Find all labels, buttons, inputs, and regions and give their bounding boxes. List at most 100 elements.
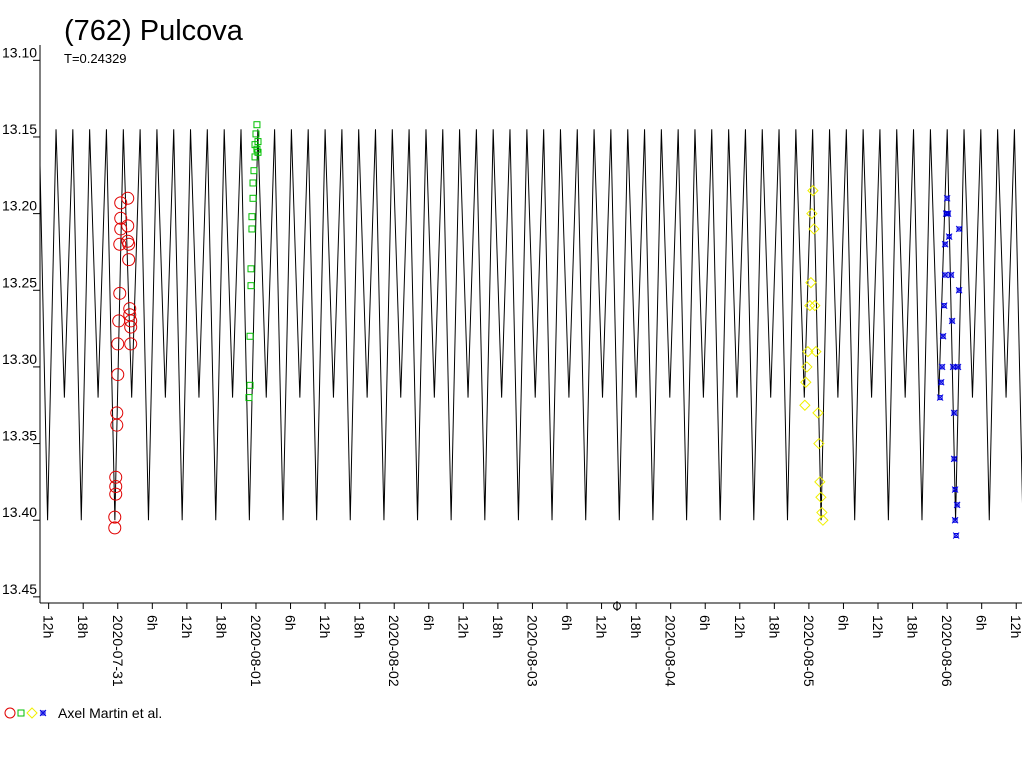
point (947, 271, 955, 279)
point (799, 399, 811, 411)
x-tick-label: 6h (421, 615, 437, 631)
x-tick-label: 2020-08-04 (663, 615, 679, 687)
point (941, 271, 949, 279)
x-tick-label: 2020-07-31 (110, 615, 126, 687)
legend-icons (4, 707, 47, 719)
point (952, 532, 960, 539)
point (950, 455, 958, 463)
point (246, 332, 254, 340)
point (111, 337, 125, 351)
x-tick-label: 2020-08-05 (801, 615, 817, 687)
x-tick-label: 6h (283, 615, 299, 631)
y-tick-label: 13.15 (2, 121, 37, 137)
point (801, 361, 813, 373)
point (113, 286, 127, 300)
y-tick-label: 13.30 (2, 351, 37, 367)
point (948, 317, 956, 325)
y-tick-label: 13.25 (2, 274, 37, 290)
point (109, 479, 123, 493)
point (804, 299, 816, 312)
x-tick-label: 6h (835, 615, 851, 631)
point (124, 314, 138, 328)
y-tick-label: 13.45 (2, 581, 37, 597)
point (252, 130, 260, 138)
point (806, 207, 818, 220)
legend-icon (17, 709, 25, 717)
point (248, 225, 256, 233)
x-tick-label: 6h (697, 615, 713, 631)
x-tick-label: 6h (559, 615, 575, 631)
x-tick-label: 12h (179, 615, 195, 638)
point (812, 407, 824, 419)
x-tick-label: 2020-08-01 (248, 615, 264, 687)
x-tick-label: 2020-08-02 (386, 615, 402, 687)
x-tick-label: 18h (628, 615, 644, 638)
legend-icon (4, 707, 16, 719)
x-tick-label: 18h (490, 615, 506, 638)
point (253, 121, 261, 129)
y-tick-label: 13.35 (2, 428, 37, 444)
point (955, 286, 963, 294)
ticks: 13.10 13.15 13.20 13.25 13.30 13.35 13.40 13.45… (2, 44, 1024, 686)
point (808, 223, 820, 235)
chart-title: (762) Pulcova (64, 15, 244, 47)
x-tick-label: 12h (870, 615, 886, 638)
legend-icon (26, 707, 38, 719)
point (248, 213, 256, 221)
legend-icon (39, 709, 47, 717)
x-tick-label: 18h (75, 615, 91, 638)
point (944, 210, 952, 217)
x-tick-label: 6h (144, 615, 160, 631)
point (110, 406, 124, 420)
point (936, 394, 944, 401)
point (250, 167, 258, 175)
point (940, 302, 948, 309)
point (108, 510, 122, 524)
point (249, 194, 257, 202)
point (122, 237, 136, 251)
y-tick-label: 13.10 (2, 44, 37, 60)
x-tick-label: 6h (974, 615, 990, 631)
point (817, 514, 829, 526)
point (949, 363, 957, 371)
point (800, 376, 812, 388)
point (254, 138, 262, 146)
x-tick-label: 12h (455, 615, 471, 638)
point (124, 337, 138, 351)
x-tick-label: 18h (213, 615, 229, 638)
point (950, 409, 958, 417)
y-tick-label: 13.40 (2, 504, 37, 520)
plot-area (40, 121, 1022, 539)
point (802, 345, 814, 358)
point (816, 506, 828, 519)
point (939, 332, 947, 340)
point (953, 501, 961, 509)
point (113, 237, 127, 251)
x-tick-label: 18h (905, 615, 921, 638)
point (121, 191, 135, 205)
point (941, 240, 949, 248)
point (121, 219, 135, 233)
point (938, 363, 946, 371)
x-tick-label: 2020-08-03 (524, 615, 540, 687)
point (111, 368, 125, 382)
point (114, 196, 128, 210)
point (247, 265, 255, 273)
x-tick-label: 12h (317, 615, 333, 638)
point (124, 320, 138, 334)
point (955, 225, 963, 233)
x-tick-label: 12h (41, 615, 57, 638)
x-tick-label: 12h (594, 615, 610, 638)
point (108, 521, 122, 535)
x-tick-label: 12h (732, 615, 748, 638)
point (109, 487, 123, 501)
chart-subtitle: T=0.24329 (64, 51, 127, 66)
point (249, 179, 257, 187)
point (246, 381, 254, 389)
point (245, 394, 253, 402)
point (954, 363, 962, 371)
model-line (40, 129, 1022, 521)
x-tick-label: 18h (352, 615, 368, 638)
legend-label: Axel Martin et al. (58, 705, 162, 721)
